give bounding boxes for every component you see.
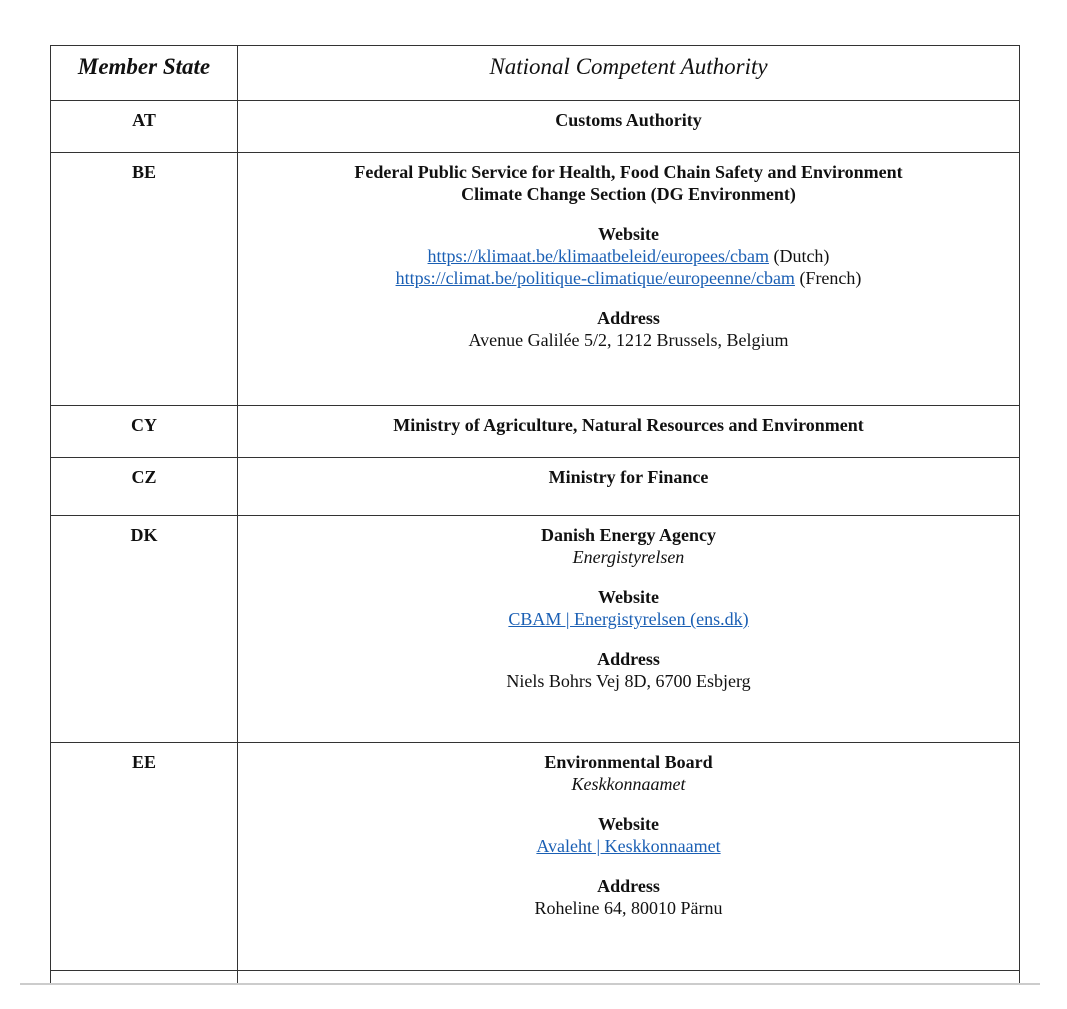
authority-name: Ministry of Agriculture, Natural Resourc…: [393, 415, 864, 435]
website-link[interactable]: Avaleht | Keskkonnaamet: [536, 836, 721, 856]
website-link[interactable]: https://klimaat.be/klimaatbeleid/europee…: [427, 246, 769, 266]
address-label: Address: [597, 308, 660, 328]
table-row: AT Customs Authority: [50, 100, 1020, 153]
authority-name: Environmental Board: [544, 752, 713, 772]
member-state: DK: [50, 515, 238, 743]
authority-table: Member State National Competent Authority…: [50, 45, 1020, 983]
website-line: Avaleht | Keskkonnaamet: [242, 835, 1015, 857]
member-state: AT: [50, 100, 238, 153]
member-state: CZ: [50, 457, 238, 516]
authority-cell: Environmental Board Keskkonnaamet Website A…: [237, 742, 1020, 971]
authority-name: Climate Change Section (DG Environment): [461, 184, 796, 204]
spacer: [242, 568, 1015, 586]
member-state: BE: [50, 152, 238, 406]
spacer: [242, 205, 1015, 223]
table-row: BE Federal Public Service for Health, Foo…: [50, 152, 1020, 406]
spacer: [242, 857, 1015, 875]
link-note: (Dutch): [773, 246, 830, 266]
native-name: Keskkonnaamet: [571, 774, 686, 794]
website-link[interactable]: https://climat.be/politique-climatique/e…: [395, 268, 795, 288]
authority-name: Federal Public Service for Health, Food …: [354, 162, 903, 182]
website-line: https://climat.be/politique-climatique/e…: [242, 267, 1015, 289]
table-row: EE Environmental Board Keskkonnaamet Websit…: [50, 742, 1020, 971]
spacer: [242, 795, 1015, 813]
spacer: [242, 630, 1015, 648]
table-row: CY Ministry of Agriculture, Natural Resou…: [50, 405, 1020, 458]
website-link[interactable]: CBAM | Energistyrelsen (ens.dk): [508, 609, 749, 629]
authority-cell: Customs Authority: [237, 100, 1020, 153]
table-row: CZ Ministry for Finance: [50, 457, 1020, 516]
authority-name: Danish Energy Agency: [540, 525, 717, 545]
page-edge: [20, 983, 1040, 985]
address-label: Address: [597, 649, 660, 669]
header-cell: National Competent Authority: [237, 45, 1020, 101]
member-state: EL: [50, 970, 238, 983]
website-label: Website: [598, 587, 659, 607]
authority-cell: Ministry of Agriculture, Natural Resourc…: [237, 405, 1020, 458]
member-state: EE: [50, 742, 238, 971]
address: Avenue Galilée 5/2, 1212 Brussels, Belgi…: [468, 330, 789, 350]
authority-cell: Federal Public Service for Health, Food …: [237, 152, 1020, 406]
address: Niels Bohrs Vej 8D, 6700 Esbjerg: [506, 671, 751, 691]
address: Roheline 64, 80010 Pärnu: [534, 898, 723, 918]
native-name: Energistyrelsen: [572, 547, 685, 567]
table-row: EL Ministry of National Economy and Finan…: [50, 970, 1020, 983]
member-state: CY: [50, 405, 238, 458]
authority-name: Customs Authority: [555, 110, 702, 130]
table-row: DK Danish Energy Agency Energistyrelsen Web…: [50, 515, 1020, 743]
authority-cell: Danish Energy Agency Energistyrelsen Websi…: [237, 515, 1020, 743]
website-line: https://klimaat.be/klimaatbeleid/europee…: [242, 245, 1015, 267]
authority-cell: Ministry of National Economy and Finance: [237, 970, 1020, 983]
spacer: [242, 289, 1015, 307]
authority-cell: Ministry for Finance: [237, 457, 1020, 516]
authority-name: Ministry for Finance: [548, 467, 709, 487]
authority-name: Ministry of National Economy and Finance: [242, 979, 1015, 983]
website-label: Website: [598, 224, 659, 244]
address-label: Address: [597, 876, 660, 896]
header-row: Member State National Competent Authority: [50, 45, 1020, 101]
website-line: CBAM | Energistyrelsen (ens.dk): [242, 608, 1015, 630]
link-note: (French): [799, 268, 862, 288]
table-container: Member State National Competent Authority…: [50, 45, 1021, 983]
website-label: Website: [598, 814, 659, 834]
header-cell: Member State: [50, 45, 238, 101]
